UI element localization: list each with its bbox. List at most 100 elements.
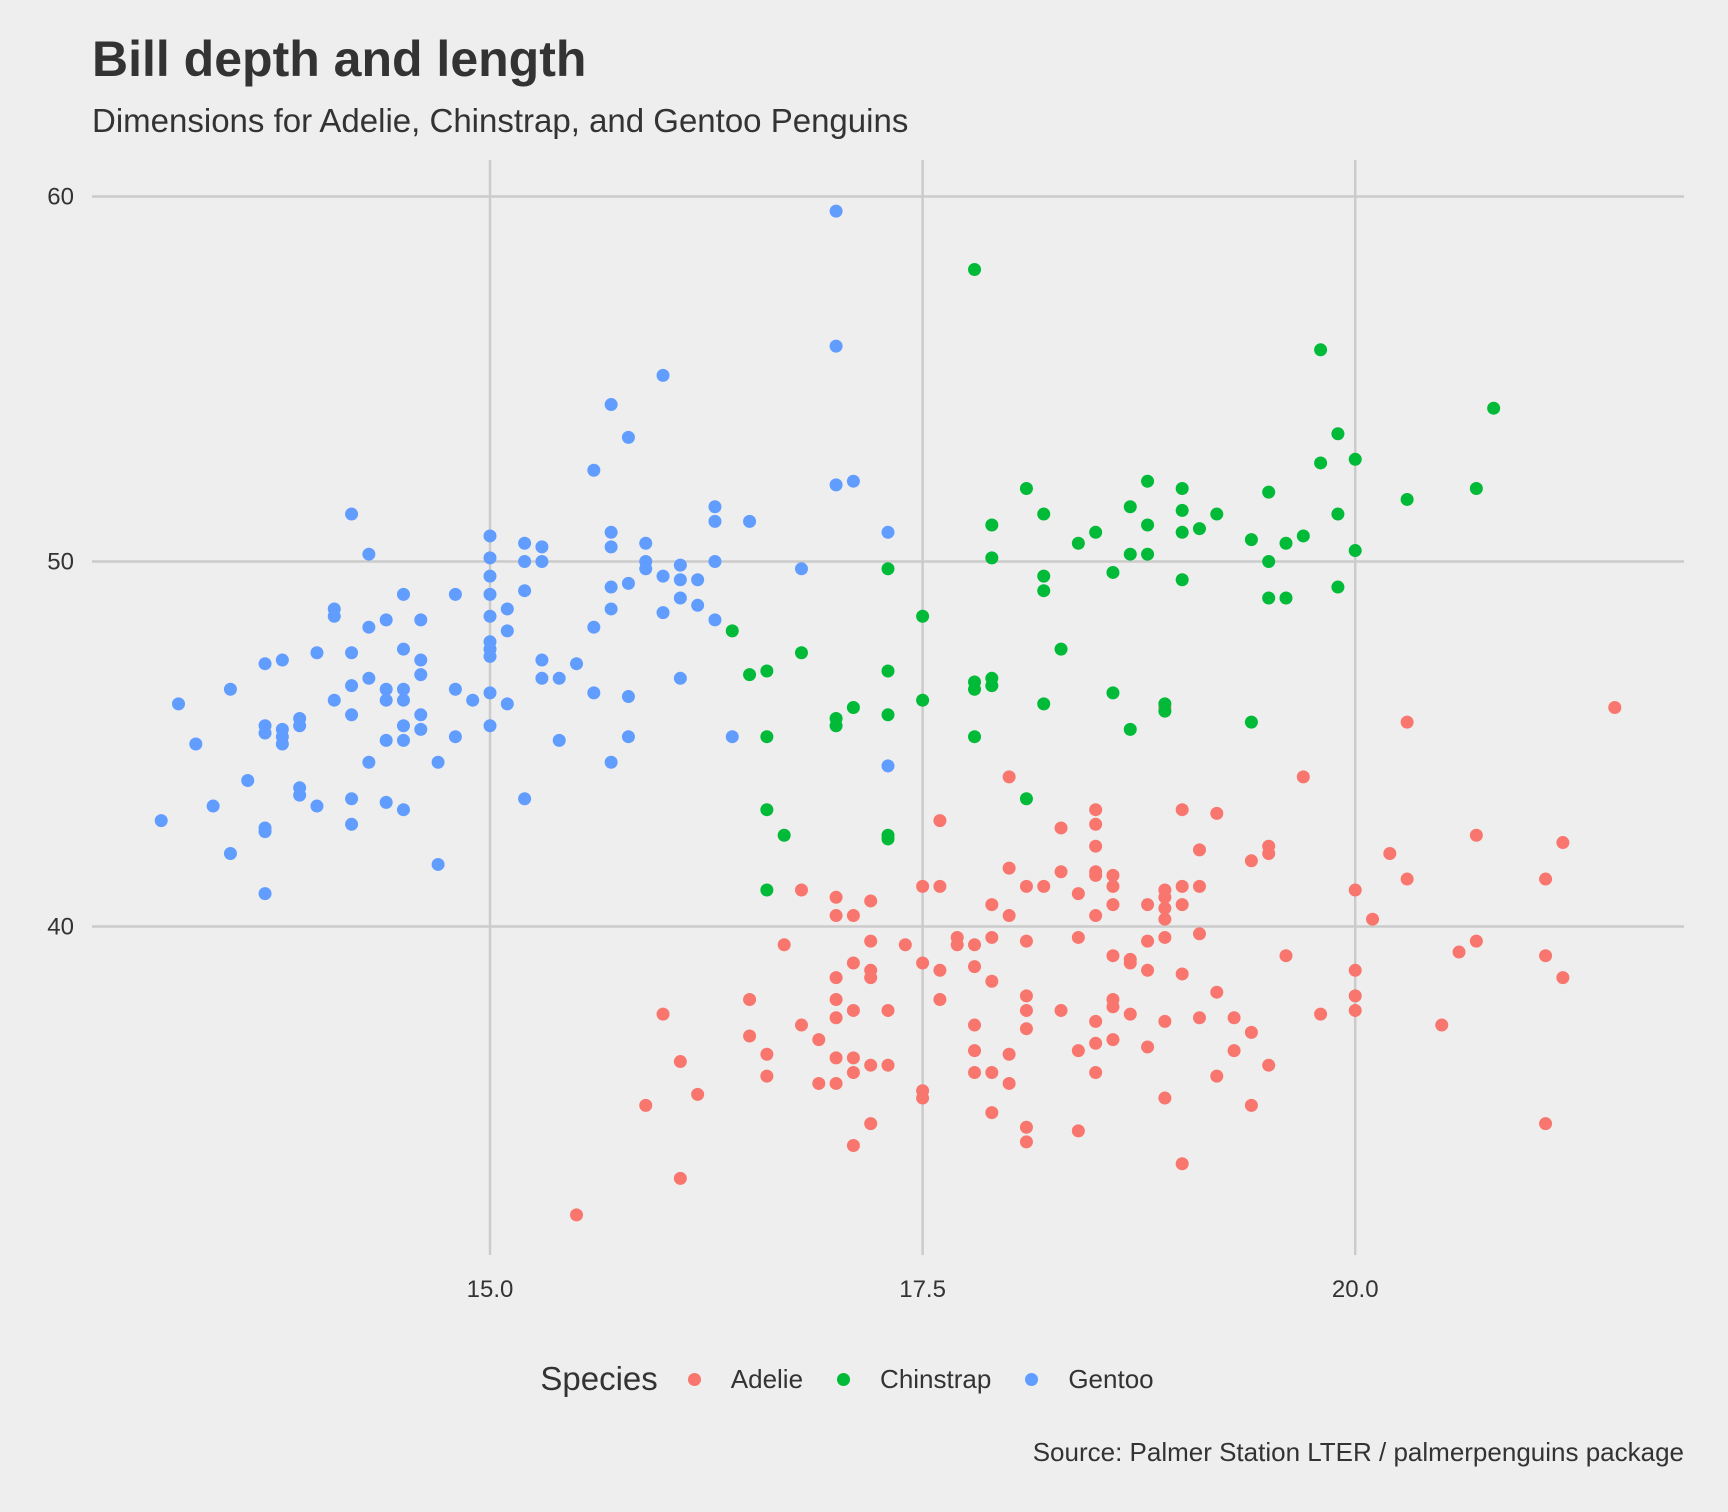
point-gentoo [587,463,601,477]
point-adelie [743,1029,757,1043]
point-chinstrap [1141,474,1155,488]
point-gentoo [846,474,860,488]
point-gentoo [379,682,393,696]
scatter-plot: 40 50 60 15.0 17.5 20.0 [47,160,1684,1300]
legend-title: Species [540,1360,658,1397]
point-adelie [1227,1044,1241,1058]
point-gentoo [535,555,549,568]
point-gentoo [327,693,341,707]
point-gentoo [483,609,497,623]
point-chinstrap [1244,715,1258,729]
point-gentoo [483,587,497,601]
point-gentoo [673,558,687,572]
point-adelie [916,1091,930,1105]
point-adelie [1244,1025,1258,1039]
point-gentoo [293,788,307,802]
point-gentoo [587,686,601,700]
point-gentoo [258,825,272,839]
point-adelie [743,993,757,1006]
point-adelie [1089,1036,1103,1050]
point-gentoo [448,587,462,601]
legend-item-gentoo: Gentoo [1025,1364,1154,1395]
point-gentoo [362,620,376,634]
point-adelie [933,814,947,828]
point-adelie [1002,1047,1016,1061]
point-adelie [1089,1014,1103,1028]
point-chinstrap [985,679,999,693]
point-adelie [1071,930,1085,944]
point-chinstrap [1019,792,1033,806]
point-gentoo [275,653,289,667]
point-chinstrap [1158,704,1172,718]
point-chinstrap [1331,507,1345,521]
point-adelie [1002,1076,1016,1090]
point-adelie [812,1076,826,1090]
point-gentoo [345,507,359,521]
point-gentoo [881,759,895,773]
point-adelie [1469,828,1483,842]
point-adelie [933,963,947,977]
point-adelie [933,993,947,1006]
point-adelie [1227,1011,1241,1025]
point-chinstrap [1175,573,1189,587]
chart-caption: Source: Palmer Station LTER / palmerpeng… [1032,1437,1684,1467]
point-adelie [1106,898,1120,912]
point-chinstrap [1262,555,1276,568]
point-gentoo [275,737,289,751]
point-adelie [1019,1003,1033,1017]
point-adelie [950,938,964,952]
point-adelie [1348,989,1362,1003]
point-chinstrap [1487,401,1501,415]
point-adelie [1210,806,1224,820]
legend-dot-gentoo [1025,1372,1039,1386]
point-chinstrap [1089,525,1103,539]
point-gentoo [708,500,722,514]
point-adelie [864,1058,878,1072]
point-chinstrap [760,883,774,897]
point-gentoo [518,536,532,550]
point-gentoo [691,573,705,587]
point-adelie [985,930,999,944]
point-chinstrap [1071,536,1085,550]
point-gentoo [223,847,237,860]
point-adelie [829,909,843,923]
point-adelie [794,883,808,897]
point-gentoo [829,339,843,353]
point-chinstrap [1019,482,1033,495]
point-chinstrap [1400,492,1414,506]
point-adelie [829,1051,843,1065]
point-adelie [933,879,947,893]
point-gentoo [258,887,272,901]
point-chinstrap [1175,525,1189,539]
point-chinstrap [985,551,999,565]
point-gentoo [414,653,428,667]
point-chinstrap [1054,642,1068,656]
point-gentoo [241,774,255,787]
point-gentoo [223,682,237,696]
point-chinstrap [1141,547,1155,561]
point-adelie [1175,1157,1189,1171]
point-adelie [1106,949,1120,963]
point-adelie [968,1044,982,1058]
point-chinstrap [985,518,999,532]
point-gentoo [362,755,376,769]
point-gentoo [258,657,272,671]
point-gentoo [189,737,203,751]
point-adelie [864,971,878,985]
point-adelie [985,1106,999,1120]
point-gentoo [725,730,739,744]
point-adelie [1452,945,1466,959]
point-adelie [1141,898,1155,912]
point-adelie [829,971,843,985]
point-gentoo [552,733,566,747]
point-chinstrap [1123,547,1137,561]
point-chinstrap [1279,591,1293,605]
point-gentoo [345,708,359,722]
point-adelie [1192,927,1206,941]
point-adelie [968,1018,982,1032]
point-gentoo [518,584,532,598]
point-gentoo [604,580,618,594]
point-gentoo [500,602,514,616]
point-adelie [1608,701,1622,714]
point-gentoo [604,525,618,539]
